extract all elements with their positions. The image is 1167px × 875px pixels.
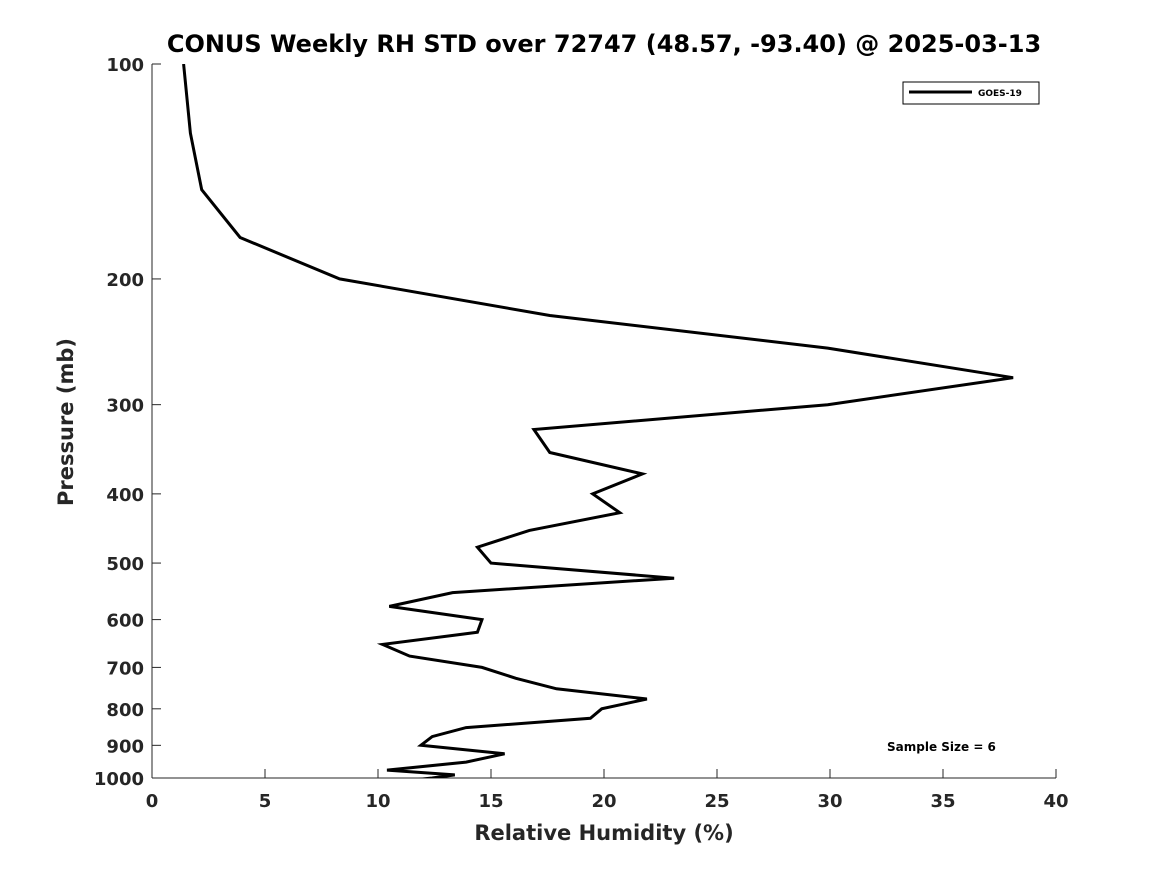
y-tick-label: 700: [106, 658, 144, 679]
legend-label-goes-19: GOES-19: [978, 89, 1022, 99]
x-tick-label: 15: [478, 791, 503, 812]
y-tick-label: 500: [106, 554, 144, 575]
x-tick-label: 0: [146, 791, 159, 812]
x-axis-label: Relative Humidity (%): [474, 821, 733, 845]
y-tick-label: 800: [106, 700, 144, 721]
legend: GOES-19: [902, 81, 1040, 105]
x-tick-label: 5: [259, 791, 272, 812]
sample-size-annotation: Sample Size = 6: [887, 740, 996, 754]
chart-title: CONUS Weekly RH STD over 72747 (48.57, -…: [167, 30, 1041, 58]
x-tick-label: 10: [365, 791, 390, 812]
y-tick-label: 300: [106, 396, 144, 417]
plot-area: 0 5 10 15 20 25 30 35 40 100 200 300 400 500 600 700 800…: [94, 55, 1069, 812]
series-line-goes-19: [182, 64, 1014, 778]
x-tick-label: 30: [817, 791, 842, 812]
y-tick-label: 600: [106, 611, 144, 632]
y-axis-label: Pressure (mb): [54, 338, 78, 506]
y-tick-label: 400: [106, 485, 144, 506]
y-tick-label: 1000: [94, 769, 144, 790]
y-tick-label: 100: [106, 55, 144, 76]
x-tick-label: 40: [1043, 791, 1068, 812]
x-tick-label: 35: [930, 791, 955, 812]
x-tick-label: 25: [704, 791, 729, 812]
y-tick-label: 900: [106, 736, 144, 757]
x-tick-label: 20: [591, 791, 616, 812]
y-tick-label: 200: [106, 270, 144, 291]
